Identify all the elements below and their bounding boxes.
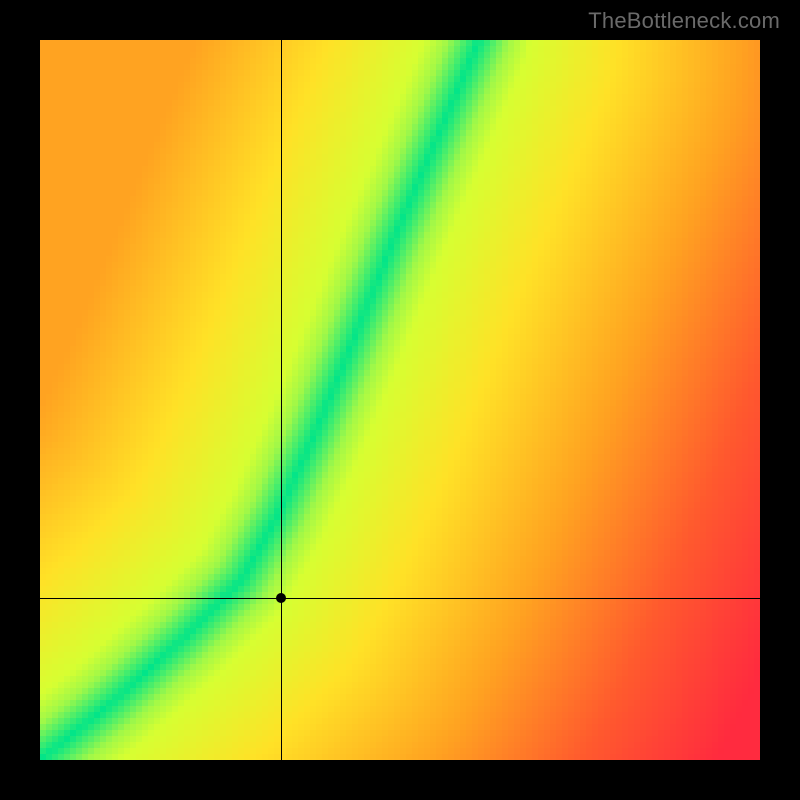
watermark-text: TheBottleneck.com	[588, 8, 780, 34]
crosshair-horizontal	[40, 598, 760, 599]
crosshair-vertical	[281, 40, 282, 760]
heatmap-canvas	[40, 40, 760, 760]
heatmap-plot	[40, 40, 760, 760]
crosshair-marker	[276, 593, 286, 603]
